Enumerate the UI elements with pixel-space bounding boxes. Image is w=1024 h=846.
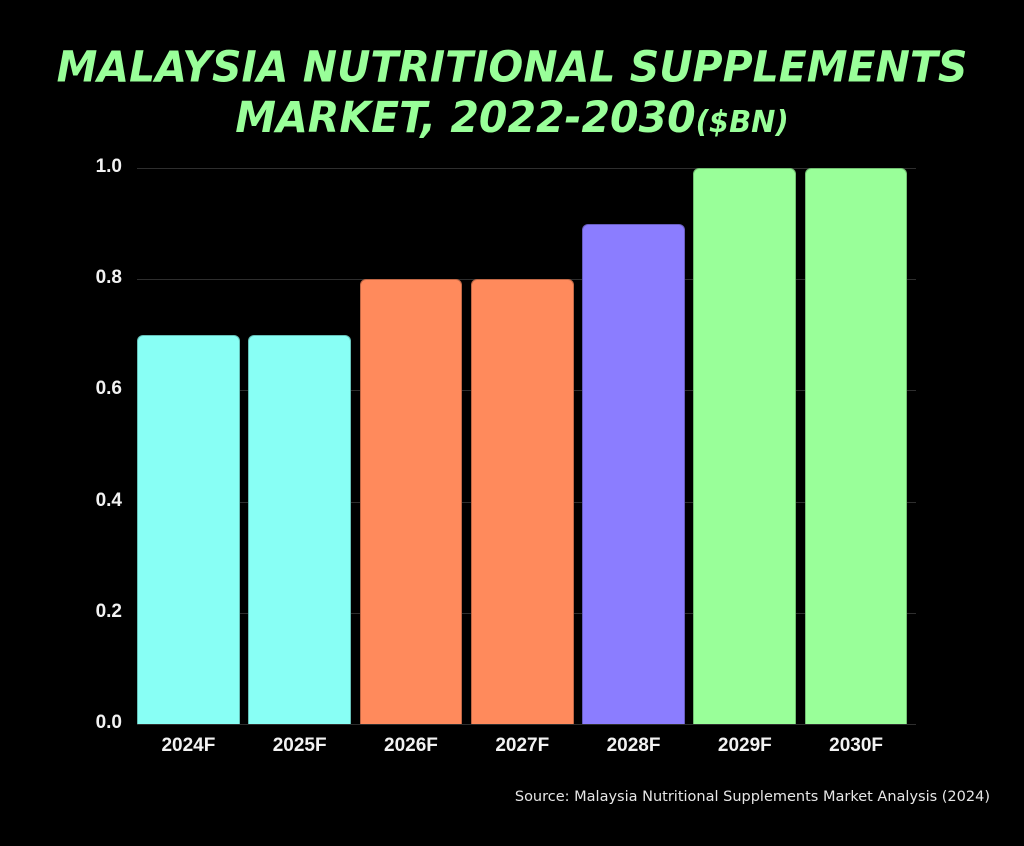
- y-tick-label: 0.2: [95, 600, 122, 622]
- chart-title-line-1: MALAYSIA NUTRITIONAL SUPPLEMENTS: [56, 41, 968, 92]
- x-tick-label: 2025F: [272, 735, 327, 756]
- chart-title: MALAYSIA NUTRITIONAL SUPPLEMENTS MARKET,…: [0, 42, 1024, 147]
- bar-2028f: [582, 223, 685, 724]
- x-tick-label: 2028F: [606, 735, 661, 756]
- source-note: Source: Malaysia Nutritional Supplements…: [514, 789, 990, 805]
- chart-title-line-2-main: MARKET, 2022-2030: [235, 91, 696, 143]
- gridline: [137, 724, 916, 725]
- bar-2029f: [693, 168, 797, 724]
- bar-2024f: [137, 334, 240, 724]
- x-tick-label: 2027F: [495, 735, 550, 756]
- bar-2030f: [804, 168, 908, 724]
- plot-area: [137, 168, 916, 725]
- y-tick-label: 0.0: [95, 712, 122, 733]
- y-tick-label: 0.6: [95, 378, 122, 400]
- chart-title-unit: ($BN): [695, 103, 789, 140]
- bar-2026f: [359, 279, 463, 724]
- x-tick-label: 2026F: [384, 735, 438, 756]
- y-tick-label: 1.0: [95, 156, 122, 177]
- gridline: [137, 168, 916, 169]
- x-tick-label: 2029F: [717, 735, 772, 756]
- x-tick-label: 2024F: [161, 735, 216, 756]
- chart-title-line-2: MARKET, 2022-2030($BN): [0, 92, 1024, 147]
- y-tick-label: 0.8: [95, 267, 122, 289]
- bar-2025f: [248, 334, 352, 724]
- y-tick-label: 0.4: [95, 489, 122, 511]
- bar-2027f: [470, 279, 574, 724]
- x-tick-label: 2030F: [829, 735, 884, 756]
